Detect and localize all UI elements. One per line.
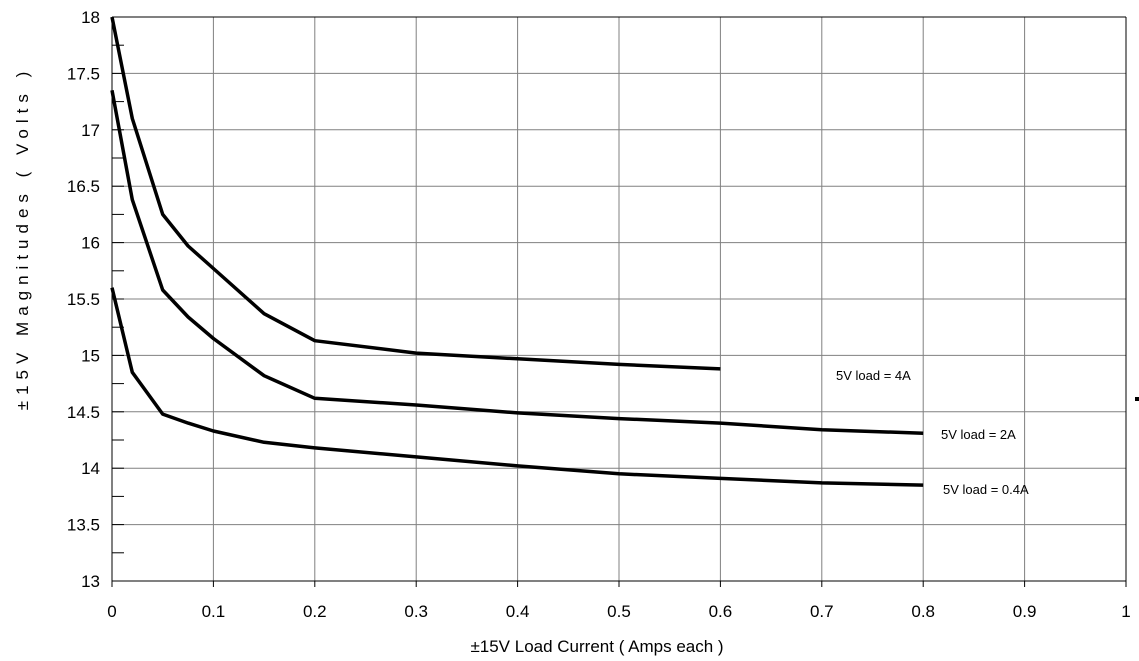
y-tick-label: 13.5 <box>67 516 100 535</box>
y-tick-label: 15.5 <box>67 290 100 309</box>
series-line <box>110 16 721 371</box>
y-tick-label: 14.5 <box>67 403 100 422</box>
y-tick-label: 13 <box>81 572 100 591</box>
x-tick-label: 0.4 <box>506 602 530 621</box>
x-tick-label: 0.3 <box>404 602 428 621</box>
label-layer: 0 0.1 0.2 0.3 0.4 0.5 0.6 0.7 0.8 0.9 1 13 13.5 14 14.… <box>67 8 1131 621</box>
x-tick-label: 0.6 <box>709 602 733 621</box>
x-tick-label: 0.1 <box>202 602 226 621</box>
grid-layer <box>112 16 1127 581</box>
series-label: 5V load = 4A <box>836 368 911 383</box>
x-axis-title: ±15V Load Current ( Amps each ) <box>470 637 723 656</box>
series-label: 5V load = 2A <box>941 427 1016 442</box>
x-tick-label: 0.8 <box>911 602 935 621</box>
x-tick-label: 1 <box>1121 602 1130 621</box>
series-line <box>110 287 924 487</box>
y-tick-label: 15 <box>81 346 100 365</box>
y-tick-label: 17.5 <box>67 64 100 83</box>
x-tick-label: 0.2 <box>303 602 327 621</box>
y-tick-label: 14 <box>81 459 100 478</box>
edge-marker <box>1135 397 1139 401</box>
y-axis-title: ±15V Magnitudes ( Volts ) <box>13 66 32 411</box>
series-line <box>110 89 924 435</box>
y-tick-label: 16.5 <box>67 177 100 196</box>
x-tick-label: 0.5 <box>607 602 631 621</box>
x-tick-label: 0.7 <box>810 602 834 621</box>
y-tick-label: 18 <box>81 8 100 27</box>
y-tick-label: 16 <box>81 234 100 253</box>
x-tick-label: 0.9 <box>1013 602 1037 621</box>
series-layer <box>110 16 924 487</box>
y-tick-label: 17 <box>81 121 100 140</box>
x-tick-label: 0 <box>107 602 116 621</box>
series-label: 5V load = 0.4A <box>943 482 1029 497</box>
